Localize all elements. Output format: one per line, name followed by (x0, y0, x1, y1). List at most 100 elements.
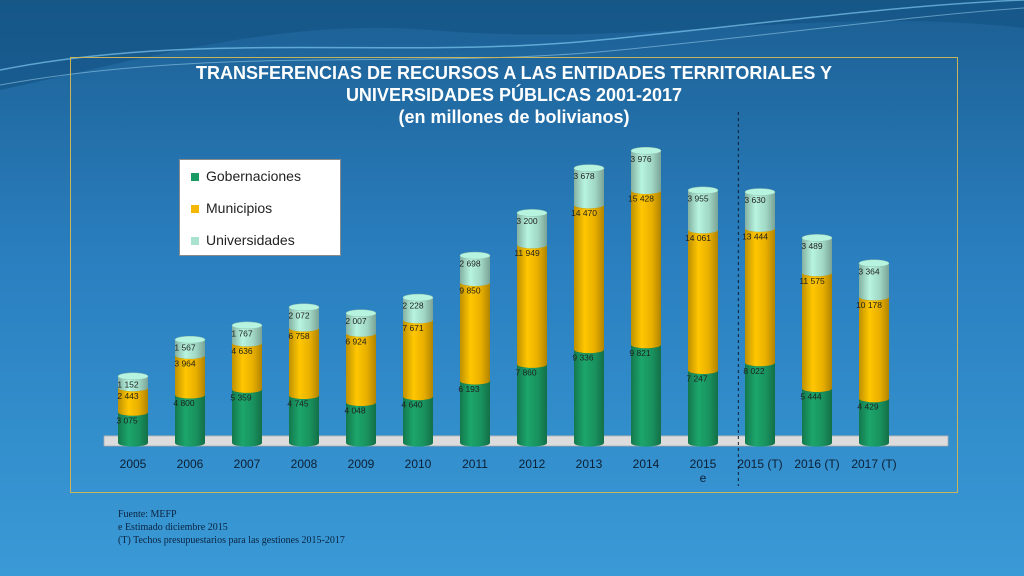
data-label-universidades-9: 3 976 (630, 154, 652, 164)
bar-segment-municipios-0 (118, 387, 148, 416)
bar-segment-universidades-1 (175, 339, 205, 359)
legend-item-universidades: Universidades (191, 232, 295, 248)
data-label-gobernaciones-10: 7 247 (686, 374, 708, 384)
data-label-gobernaciones-2: 5 359 (230, 392, 252, 402)
data-label-gobernaciones-9: 9 821 (629, 348, 651, 358)
bar-segment-municipios-1 (175, 355, 205, 399)
bar-segment-municipios-12 (802, 272, 832, 393)
bar-top-cap-8 (573, 164, 605, 172)
chart-title-line-2: UNIVERSIDADES PÚBLICAS 2001-2017 (345, 85, 683, 105)
data-label-gobernaciones-1: 4 800 (173, 398, 195, 408)
data-label-municipios-7: 11 949 (514, 248, 540, 258)
data-label-universidades-12: 3 489 (801, 241, 823, 251)
data-label-municipios-8: 14 470 (571, 208, 597, 218)
data-label-universidades-0: 1 152 (117, 379, 139, 389)
bar-segment-municipios-4 (346, 333, 376, 407)
bar-segment-gobernaciones-12 (802, 388, 832, 447)
bar-segment-municipios-13 (859, 296, 889, 403)
data-label-municipios-11: 13 444 (742, 231, 768, 241)
chart-panel (70, 57, 958, 493)
bar-top-cap-13 (858, 259, 890, 268)
bar-segment-gobernaciones-5 (403, 396, 433, 447)
legend-label-gobernaciones: Gobernaciones (206, 168, 301, 184)
x-tick-label-10: 2015 (690, 457, 717, 471)
data-label-universidades-3: 2 072 (288, 310, 310, 320)
bar-top-cap-5 (402, 293, 434, 302)
bar-segment-universidades-5 (403, 297, 433, 324)
bar-segment-gobernaciones-0 (118, 412, 148, 447)
x-tick-label-12: 2016 (T) (794, 457, 839, 471)
bar-top-cap-4 (345, 309, 377, 317)
bar-top-cap-12 (801, 234, 833, 242)
bar-top-cap-3 (288, 303, 320, 311)
bar-top-cap-2 (231, 321, 263, 330)
bar-segment-universidades-6 (460, 255, 490, 287)
x-tick-label-3: 2008 (291, 457, 318, 471)
legend-swatch-municipios (191, 205, 199, 213)
bar-segment-gobernaciones-6 (460, 381, 490, 447)
x-tick-label-4: 2009 (348, 457, 375, 471)
data-label-gobernaciones-6: 6 193 (458, 384, 480, 394)
source-line: Fuente: MEFP (118, 509, 177, 520)
bar-segment-municipios-8 (574, 204, 604, 354)
x-tick-label-5: 2010 (405, 457, 432, 471)
bar-segment-municipios-7 (517, 244, 547, 368)
bar-segment-universidades-2 (232, 325, 262, 347)
bar-segment-gobernaciones-13 (859, 398, 889, 447)
x-tick-label-9: 2014 (633, 457, 660, 471)
footnote-estimated: e Estimado diciembre 2015 (118, 522, 228, 533)
x-tick-label-13: 2017 (T) (851, 457, 896, 471)
bar-segment-universidades-10 (688, 190, 718, 234)
bar-segment-gobernaciones-4 (346, 402, 376, 447)
bar-segment-universidades-13 (859, 263, 889, 301)
data-label-universidades-7: 3 200 (516, 216, 538, 226)
data-label-municipios-9: 15 428 (628, 194, 654, 204)
data-label-gobernaciones-3: 4 745 (287, 399, 309, 409)
data-label-gobernaciones-8: 9 336 (572, 353, 594, 363)
bar-segment-gobernaciones-2 (232, 389, 262, 447)
data-label-municipios-5: 7 671 (402, 323, 424, 333)
bar-top-cap-9 (630, 147, 662, 155)
bar-segment-gobernaciones-8 (574, 349, 604, 447)
legend-label-universidades: Universidades (206, 232, 295, 248)
data-label-gobernaciones-0: 3 075 (116, 415, 138, 425)
data-label-gobernaciones-13: 4 429 (857, 402, 879, 412)
data-label-universidades-4: 2 007 (345, 316, 367, 326)
footnote-ceilings: (T) Techos presupuestarios para las gest… (118, 535, 345, 546)
bar-top-cap-7 (516, 209, 548, 217)
bar-top-cap-10 (687, 186, 719, 195)
x-tick-label-1: 2006 (177, 457, 204, 471)
data-label-gobernaciones-5: 4 640 (401, 400, 423, 410)
bar-segment-universidades-12 (802, 237, 832, 277)
data-label-municipios-3: 6 758 (288, 331, 310, 341)
data-label-gobernaciones-7: 7 860 (515, 367, 537, 377)
x-tick-label-0: 2005 (120, 457, 147, 471)
bar-top-cap-6 (459, 251, 491, 260)
data-label-municipios-6: 9 850 (459, 286, 481, 296)
bar-segment-gobernaciones-1 (175, 395, 205, 447)
data-label-municipios-0: 2 443 (117, 391, 139, 401)
data-label-gobernaciones-12: 5 444 (800, 392, 822, 402)
data-label-municipios-4: 6 924 (345, 336, 367, 346)
bar-segment-universidades-11 (745, 192, 775, 232)
data-label-municipios-10: 14 061 (685, 233, 711, 243)
bar-segment-municipios-11 (745, 228, 775, 367)
data-label-universidades-10: 3 955 (687, 193, 709, 203)
x-tick-label-8: 2013 (576, 457, 603, 471)
legend-swatch-gobernaciones (191, 173, 199, 181)
data-label-municipios-1: 3 964 (174, 358, 196, 368)
bar-top-cap-1 (174, 335, 206, 344)
x-tick-label-2: 2007 (234, 457, 261, 471)
bar-segment-universidades-8 (574, 168, 604, 209)
bar-segment-gobernaciones-7 (517, 364, 547, 447)
data-label-universidades-8: 3 678 (573, 171, 595, 181)
bar-top-cap-11 (744, 188, 776, 196)
bar-segment-universidades-7 (517, 212, 547, 249)
x-tick-label-7: 2012 (519, 457, 546, 471)
bar-segment-municipios-3 (289, 327, 319, 400)
bar-segment-gobernaciones-9 (631, 344, 661, 447)
bar-segment-universidades-4 (346, 313, 376, 337)
data-label-gobernaciones-11: 8 022 (743, 366, 765, 376)
